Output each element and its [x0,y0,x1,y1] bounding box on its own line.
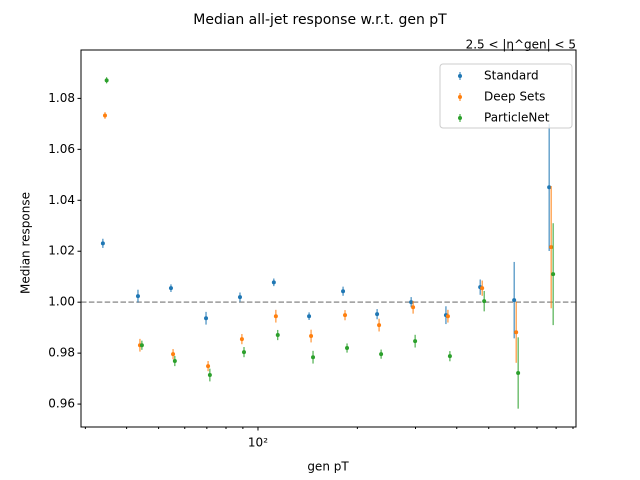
y-tick-label: 1.02 [48,244,75,258]
legend-swatch [458,95,462,99]
legend-label: Deep Sets [484,90,545,104]
y-tick-label: 0.96 [48,397,75,411]
marker [206,364,211,369]
y-axis-label: Median response [19,192,33,294]
marker [512,298,517,303]
marker [104,78,109,83]
marker [482,299,487,304]
marker [445,314,450,319]
marker [516,370,521,375]
legend-box [439,63,573,129]
marker [345,346,350,351]
marker [413,339,418,344]
marker [547,185,552,190]
marker [273,314,278,319]
marker [207,373,212,378]
marker [135,294,140,299]
marker [377,323,382,328]
series [100,123,552,339]
marker [271,280,276,285]
marker [204,316,209,321]
marker [343,313,348,318]
marker [480,286,485,291]
marker [171,352,176,357]
marker [409,300,414,305]
legend-swatch [458,116,462,120]
legend-swatch [458,74,462,78]
marker [549,245,554,250]
marker [309,334,314,339]
marker [275,333,280,338]
x-tick-label: 10² [248,436,268,450]
marker [311,355,316,360]
marker [237,295,242,300]
y-tick-label: 1.00 [48,295,75,309]
legend-label: Standard [484,69,539,83]
marker [411,305,416,310]
marker [239,337,244,342]
marker [551,272,556,277]
marker [307,314,312,319]
y-tick-label: 1.06 [48,142,75,156]
marker [100,241,105,246]
marker [447,354,452,359]
marker [139,343,144,348]
marker [379,352,384,357]
marker [514,330,519,335]
annotation: 2.5 < |η^gen| < 5 [466,38,576,52]
x-axis-label: gen pT [307,460,349,474]
marker [102,113,107,118]
marker [341,289,346,294]
chart-title: Median all-jet response w.r.t. gen pT [193,12,447,28]
marker [168,286,173,291]
marker [375,312,380,317]
series [102,112,554,372]
y-tick-label: 1.08 [48,91,75,105]
marker [172,359,177,364]
y-tick-label: 0.98 [48,346,75,360]
plot-frame [80,49,577,428]
legend-label: ParticleNet [484,111,550,125]
series [104,77,556,409]
y-tick-label: 1.04 [48,193,75,207]
marker [241,350,246,355]
